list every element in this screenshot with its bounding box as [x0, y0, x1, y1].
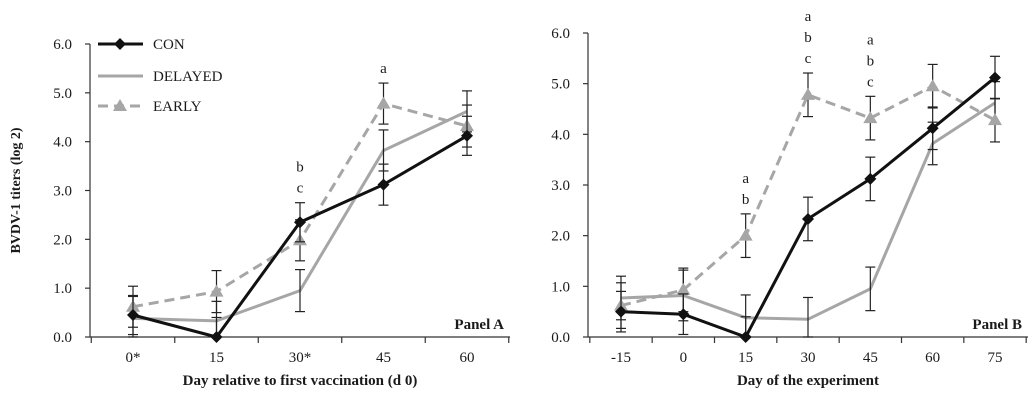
y-axis-title: BVDV-1 titers (log 2) [9, 127, 24, 253]
data-point [127, 309, 139, 322]
legend-marker [114, 38, 126, 50]
x-axis-title: Day of the experiment [737, 373, 879, 389]
x-axis-title: Day relative to first vaccination (d 0) [183, 373, 418, 389]
y-tick-label: 4.0 [53, 135, 72, 151]
data-point [802, 212, 814, 225]
legend-label: EARLY [153, 99, 202, 115]
data-point [677, 308, 690, 321]
data-point [988, 113, 1002, 126]
x-tick-label: 60 [925, 350, 940, 366]
y-tick-label: 3.0 [53, 184, 72, 200]
y-tick-label: 3.0 [551, 178, 570, 194]
significance-letter: a [742, 171, 749, 187]
data-point [461, 129, 473, 142]
y-tick-label: 6.0 [551, 26, 570, 42]
legend-marker [113, 99, 127, 111]
data-point [377, 178, 390, 191]
significance-letter: c [867, 74, 874, 90]
data-point [989, 71, 1001, 84]
significance-letter: b [867, 53, 875, 69]
series-con [615, 55, 1001, 343]
significance-letter: b [742, 192, 750, 208]
x-tick-label: 0 [680, 350, 688, 366]
y-tick-label: 0.0 [551, 330, 570, 346]
significance-letter: a [380, 61, 387, 77]
legend: CON DELAYED EARLY [98, 37, 223, 115]
series-line [620, 84, 996, 308]
y-tick-label: 1.0 [53, 281, 72, 297]
data-point [615, 305, 627, 318]
y-tick-label: 6.0 [53, 37, 72, 53]
y-tick-label: 0.0 [53, 330, 72, 346]
data-point [739, 331, 752, 343]
significance-letter: b [804, 30, 812, 46]
data-point [209, 284, 224, 297]
x-tick-label: 60 [460, 350, 475, 366]
panel-b: 0.0 1.0 2.0 3.0 4.0 5.0 6.0 -15 0 15 30 45 60 75 Day o… [551, 9, 1028, 389]
data-point [801, 87, 815, 100]
series-early [614, 63, 1002, 329]
x-tick-label: 45 [376, 350, 391, 366]
data-point [294, 216, 306, 229]
data-point [926, 122, 939, 135]
y-tick-label: 2.0 [53, 232, 72, 248]
y-tick-label: 4.0 [551, 127, 570, 143]
series-con [127, 115, 473, 343]
data-point [738, 228, 753, 241]
panel-a: 0.0 1.0 2.0 3.0 4.0 5.0 6.0 0* 15 30* 45 60 Day rela… [9, 37, 510, 389]
significance-letter: c [805, 51, 812, 67]
data-point [863, 111, 878, 124]
x-tick-label: 15 [209, 350, 224, 366]
x-tick-label: 30* [289, 350, 312, 366]
significance-letter: a [867, 32, 874, 48]
panel-label: Panel A [454, 317, 504, 333]
x-tick-label: 45 [863, 350, 878, 366]
significance-letter: c [297, 181, 304, 197]
panel-label: Panel B [972, 317, 1022, 333]
x-tick-label: -15 [611, 350, 631, 366]
x-tick-label: 30 [801, 350, 816, 366]
data-point [925, 79, 940, 92]
data-point [376, 96, 391, 109]
y-tick-label: 5.0 [551, 77, 570, 93]
data-point [210, 331, 223, 343]
x-tick-label: 75 [988, 350, 1003, 366]
x-tick-label: 0* [126, 350, 141, 366]
data-point [676, 282, 691, 295]
legend-label: CON [153, 37, 185, 53]
legend-label: DELAYED [153, 69, 223, 85]
y-tick-label: 5.0 [53, 86, 72, 102]
y-tick-label: 2.0 [551, 229, 570, 245]
x-tick-label: 15 [738, 350, 753, 366]
significance-letter: a [805, 9, 812, 25]
significance-letter: b [296, 160, 304, 176]
y-tick-label: 1.0 [551, 279, 570, 295]
data-point [864, 172, 877, 185]
